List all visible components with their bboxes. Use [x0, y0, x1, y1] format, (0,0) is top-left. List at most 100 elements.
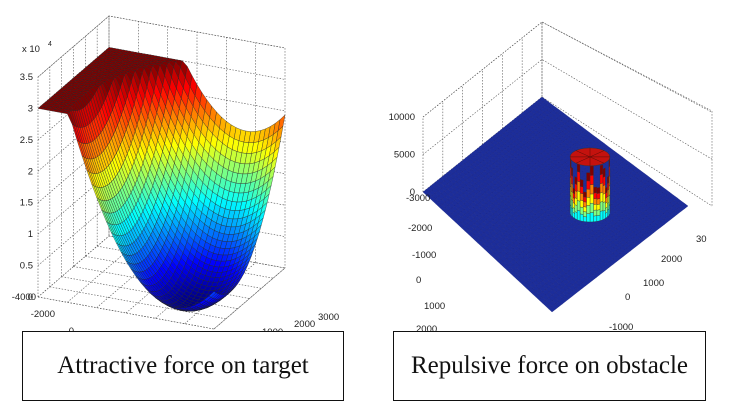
peak-side-patch [589, 212, 594, 223]
right-x-tick-label: 30 [696, 234, 707, 245]
peak-side-patch [602, 192, 606, 204]
peak-side-patch [586, 205, 591, 214]
peak-side-patch [599, 210, 604, 221]
repulsive-force-chart: 0 5000 10000 -3000 -2000 -1000 0 1000 2000 -1000 0… [366, 0, 731, 406]
z-tick-label: 2.5 [20, 135, 33, 146]
repulsive-peak [569, 147, 611, 223]
right-x-tick-label: 2000 [661, 254, 682, 265]
right-z-tick-label: 5000 [394, 150, 415, 161]
attractive-surface-plot: 00.511.522.533.5x 104-4000-2000010002000… [12, 15, 339, 338]
z-tick-label: 1.5 [20, 198, 33, 209]
peak-side-patch [574, 204, 578, 213]
peak-side-patch [576, 171, 581, 183]
repulsive-caption-box: Repulsive force on obstacle [393, 331, 706, 401]
peak-side-patch [589, 184, 594, 195]
peak-side-patch [579, 206, 584, 215]
peak-side-patch [586, 172, 591, 182]
peak-side-patch [579, 213, 584, 222]
attractive-force-chart: 00.511.522.533.5x 104-4000-2000010002000… [12, 15, 344, 401]
z-tick-label: 3.5 [20, 72, 33, 83]
x-tick-label: 2000 [294, 319, 315, 330]
peak-side-patch [599, 164, 604, 176]
y-tick-label: -2000 [31, 309, 55, 320]
peak-side-patch [602, 184, 606, 195]
peak-side-patch [576, 200, 581, 212]
peak-side-patch [602, 209, 606, 220]
peak-side-patch [574, 183, 578, 192]
z-tick-label: 2 [28, 166, 33, 177]
z-multiplier-label: x 10 [22, 44, 40, 55]
peak-side-patch [583, 216, 587, 222]
peak-side-patch [596, 209, 601, 217]
peak-side-patch [596, 214, 601, 222]
peak-side-patch [593, 186, 597, 194]
peak-side-patch [583, 211, 587, 218]
x-tick-label: 3000 [318, 312, 339, 323]
peak-side-patch [596, 203, 601, 211]
plane-patch [680, 203, 689, 209]
left-floor-grid [213, 267, 286, 330]
right-y-tick-label: -3000 [406, 193, 430, 204]
peak-side-patch [571, 166, 573, 177]
peak-side-patch [576, 180, 581, 192]
peak-side-patch [596, 192, 601, 200]
peak-side-patch [593, 192, 597, 199]
peak-side-patch [593, 215, 597, 222]
peak-side-patch [593, 209, 597, 217]
peak-side-patch [586, 213, 591, 223]
peak-side-patch [586, 180, 591, 190]
z-tick-label: 0.5 [20, 261, 33, 272]
left-surface [37, 47, 286, 312]
right-x-tick-label: 1000 [643, 278, 664, 289]
peak-side-patch [596, 187, 601, 194]
right-z-tick-label: 10000 [389, 112, 415, 123]
peak-side-patch [574, 197, 578, 206]
peak-side-patch [602, 167, 606, 178]
right-x-tick-label: -1000 [609, 322, 633, 333]
repulsive-caption: Repulsive force on obstacle [411, 352, 688, 379]
peak-side-patch [579, 199, 584, 208]
right-y-tick-label: -2000 [408, 223, 432, 234]
right-y-tick-label: 2000 [416, 324, 437, 335]
peak-side-patch [579, 185, 584, 195]
peak-side-patch [589, 203, 594, 213]
z-multiplier-exponent: 4 [48, 41, 52, 48]
right-z-tick-label: 0 [410, 187, 415, 198]
peak-side-patch [593, 203, 597, 211]
attractive-caption: Attractive force on target [57, 352, 309, 379]
peak-side-patch [589, 165, 594, 176]
peak-side-patch [574, 176, 578, 185]
peak-cap-mesh [589, 150, 605, 158]
peak-side-patch [579, 179, 584, 188]
peak-side-patch [576, 190, 581, 202]
peak-side-patch [586, 188, 591, 198]
peak-side-patch [599, 182, 604, 194]
right-y-tick-label: 0 [416, 275, 421, 286]
right-back-wall-2 [541, 21, 713, 206]
peak-side-patch [589, 175, 594, 185]
peak-side-patch [593, 198, 597, 205]
attractive-caption-box: Attractive force on target [22, 331, 344, 401]
repulsive-surface-plot: 0 5000 10000 -3000 -2000 -1000 0 1000 2000 -1000 0… [389, 21, 713, 335]
z-tick-label: 0 [28, 292, 33, 303]
peak-side-patch [599, 173, 604, 185]
peak-side-patch [579, 192, 584, 201]
peak-side-patch [583, 206, 587, 213]
right-y-tick-label: 1000 [424, 301, 445, 312]
peak-side-patch [574, 190, 578, 199]
peak-side-patch [583, 191, 587, 198]
peak-side-patch [602, 175, 606, 187]
right-x-tick-label: 0 [625, 292, 630, 303]
peak-side-patch [586, 197, 591, 206]
right-y-tick-label: -1000 [412, 250, 436, 261]
peak-cap-mesh [575, 150, 591, 158]
peak-side-patch [599, 201, 604, 212]
peak-side-patch [589, 193, 594, 204]
peak-side-patch [599, 191, 604, 203]
surface-patch [208, 291, 217, 298]
peak-side-patch [583, 196, 587, 203]
peak-side-patch [602, 201, 606, 212]
peak-cap-mesh [589, 156, 605, 164]
peak-side-patch [607, 175, 609, 185]
left-z-gridline [37, 15, 286, 78]
